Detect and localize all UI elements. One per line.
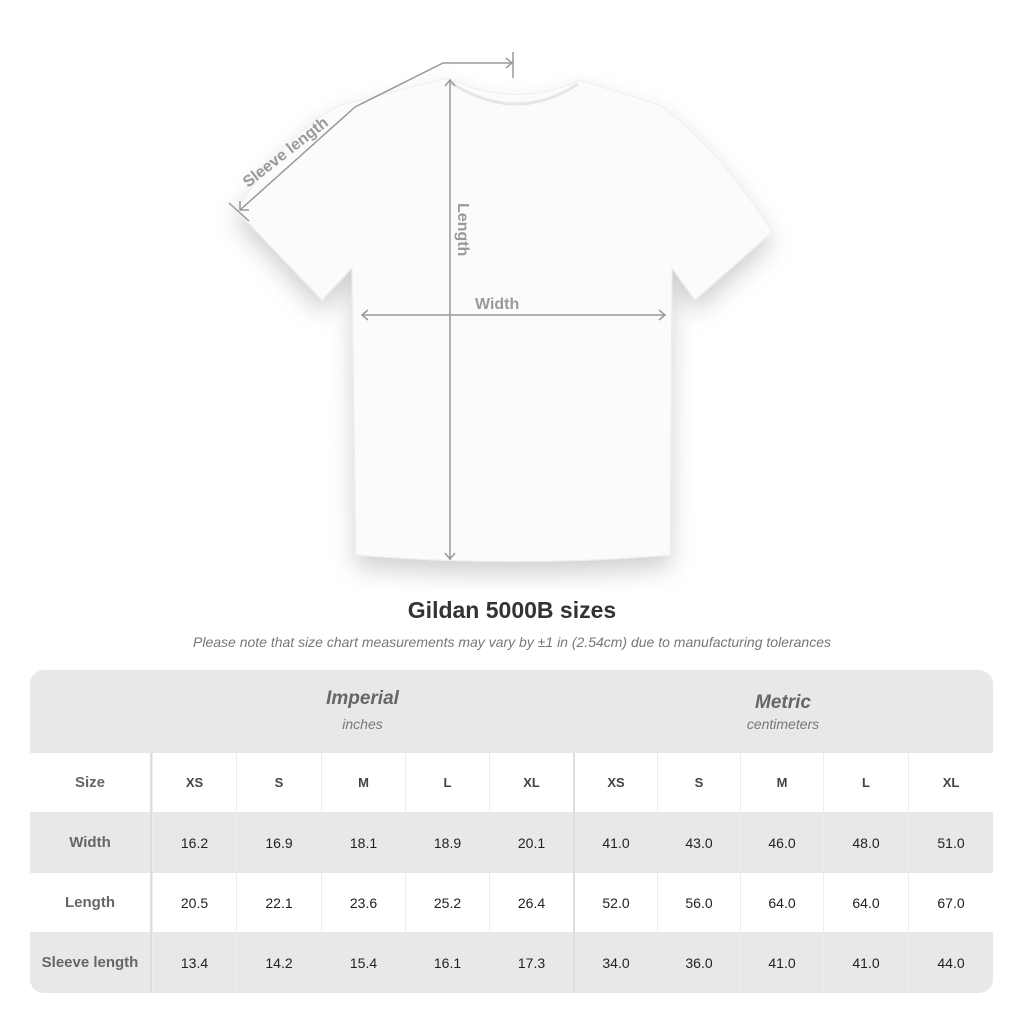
value-cell: 64.0 [823,873,908,932]
chart-title: Gildan 5000B sizes [407,597,617,623]
measure-arrows [228,52,667,561]
value-cell: 64.0 [740,873,823,932]
table-row: Sleeve length 13.4 14.2 15.4 16.1 17.3 34.0 36.… [30,932,993,993]
tshirt-shape [235,77,773,562]
tshirt-diagram: Sleeve length Length Width [228,52,773,562]
size-header-cell: M [321,753,405,812]
value-cell: 22.1 [236,873,321,932]
value-cell: 14.2 [236,932,321,993]
row-label: Size [30,753,152,812]
imperial-unit: inches [342,716,383,732]
size-header-cell: XL [908,753,993,812]
value-cell: 17.3 [489,932,573,993]
value-cell: 41.0 [823,932,908,993]
value-cell: 36.0 [657,932,740,993]
value-cell: 20.5 [152,873,236,932]
size-header-cell: S [236,753,321,812]
row-label: Width [30,812,152,873]
value-cell: 13.4 [152,932,236,993]
size-header-cell: XS [152,753,236,812]
value-cell: 51.0 [908,812,993,873]
value-cell: 18.1 [321,812,405,873]
size-header-cell: XL [489,753,573,812]
value-cell: 44.0 [908,932,993,993]
value-cell: 56.0 [657,873,740,932]
value-cell: 16.2 [152,812,236,873]
size-header-cell: L [823,753,908,812]
value-cell: 43.0 [657,812,740,873]
value-cell: 48.0 [823,812,908,873]
tolerance-note: Please note that size chart measurements… [193,634,831,650]
value-cell: 16.9 [236,812,321,873]
value-cell: 18.9 [405,812,489,873]
size-header-cell: L [405,753,489,812]
collar [449,80,579,106]
size-header-cell: XS [573,753,657,812]
value-cell: 41.0 [573,812,657,873]
value-cell: 20.1 [489,812,573,873]
size-header-cell: M [740,753,823,812]
imperial-label: Imperial [326,688,399,709]
length-label: Length [454,203,471,256]
size-header-cell: S [657,753,740,812]
value-cell: 46.0 [740,812,823,873]
table-row: Length 20.5 22.1 23.6 25.2 26.4 52.0 56.0 64.0 64… [30,873,993,932]
value-cell: 41.0 [740,932,823,993]
value-cell: 23.6 [321,873,405,932]
size-header-row: Size XS S M L XL XS S M L XL [30,753,993,812]
value-cell: 25.2 [405,873,489,932]
metric-header: Metric centimeters [573,670,993,753]
metric-label: Metric [755,692,811,713]
table-row: Width 16.2 16.9 18.1 18.9 20.1 41.0 43.0 46.0 48.… [30,812,993,873]
value-cell: 67.0 [908,873,993,932]
value-cell: 34.0 [573,932,657,993]
metric-unit: centimeters [746,716,820,732]
value-cell: 16.1 [405,932,489,993]
row-label: Length [30,873,152,932]
value-cell: 26.4 [489,873,573,932]
width-label: Width [475,296,519,313]
imperial-header: Imperial inches [152,670,573,753]
value-cell: 52.0 [573,873,657,932]
size-table: Imperial inches Metric centimeters Size X… [30,670,993,993]
row-label: Sleeve length [30,932,152,993]
value-cell: 15.4 [321,932,405,993]
